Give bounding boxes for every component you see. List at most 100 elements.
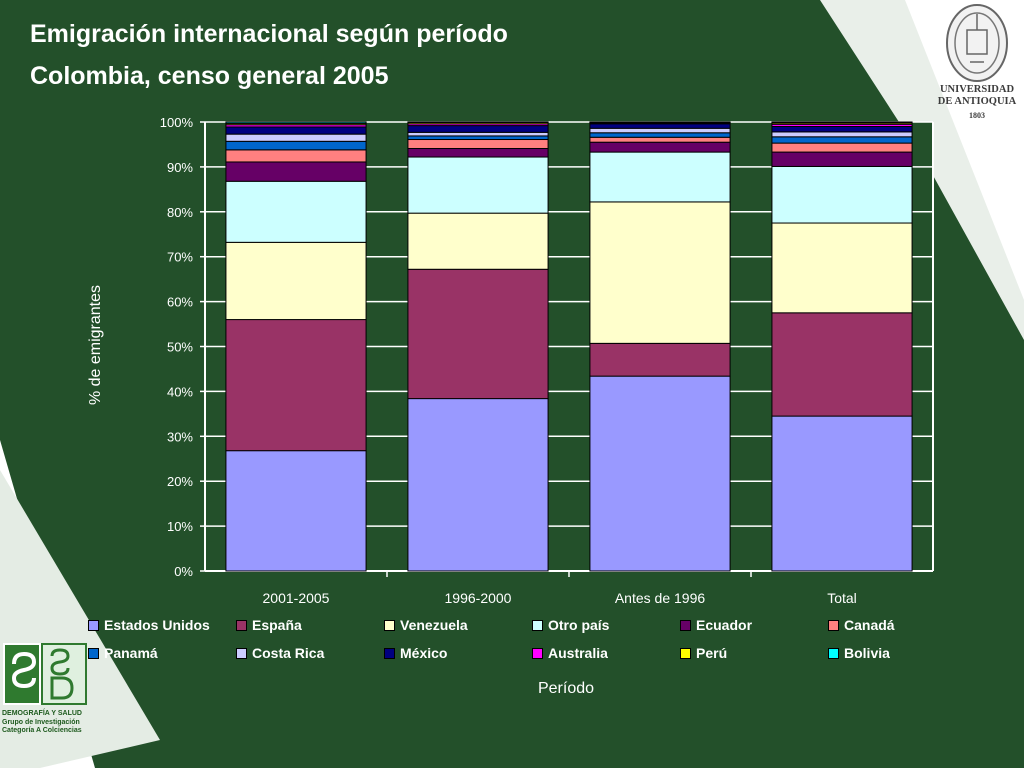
sd-monogram-icon [3,643,87,705]
legend-swatch [828,619,839,631]
y-axis-label: % de emigrantes [87,284,104,406]
legend-swatch [384,647,395,659]
bar-segment [589,123,731,129]
bar-segment [589,141,731,153]
bar-segment [589,151,731,203]
bar-segment [225,180,367,243]
udea-logo-text-line-1: UNIVERSIDAD [939,84,1015,95]
bar-segment [225,450,367,572]
y-tick-label: 70% [167,250,193,265]
x-tick-label: 2001-2005 [263,590,330,606]
legend-swatch [532,647,543,659]
bar-segment [225,161,367,182]
bar-segment [589,375,731,572]
bar-segment [771,142,913,153]
bar-segment [589,201,731,344]
bar-segment [407,139,549,149]
bar-segment [771,222,913,314]
legend-label: Bolivia [844,645,890,661]
sd-logo-text-line-3: Categoría A Colciencias [2,727,82,734]
y-tick-label: 80% [167,205,193,220]
university-seal-icon [946,4,1008,82]
bar-segment [225,133,367,142]
legend-item: Costa Rica [236,644,384,662]
legend-label: Canadá [844,617,895,633]
bar-segment [407,212,549,270]
chart-legend: Estados Unidos España Venezuela Otro país Ec… [88,616,928,662]
x-tick-label: 1996-2000 [445,590,512,606]
legend-swatch [384,619,395,631]
y-tick-label: 0% [174,564,193,579]
bar-segment [225,149,367,163]
bar-segment [407,268,549,400]
legend-label: Otro país [548,617,610,633]
udea-logo-year: 1803 [969,111,985,120]
bar-segment [225,241,367,321]
x-axis-label: Período [537,680,595,697]
legend-item: Estados Unidos [88,616,236,634]
legend-label: Ecuador [696,617,753,633]
bar-segment [589,136,731,143]
bar-segment [771,121,913,124]
legend-label: Costa Rica [252,645,325,661]
bar-segment [407,135,549,141]
bar-segment [771,131,913,138]
bar-segment [771,125,913,133]
sd-logo-text-line-1: DEMOGRAFÍA Y SALUD [2,710,82,717]
legend-item: Otro país [532,616,680,634]
bar-segment [589,342,731,377]
bar-segment [589,132,731,138]
bar-segment [225,121,367,124]
legend-swatch [88,619,99,631]
bar-segment [225,319,367,452]
legend-swatch [88,647,99,659]
legend-label: España [252,617,302,633]
bar-segment [407,125,549,133]
legend-swatch [680,619,691,631]
y-tick-label: 90% [167,160,193,175]
legend-item: Perú [680,644,828,662]
udea-logo-text-line-2: DE ANTIOQUIA [937,96,1017,107]
bar-segment [407,131,549,137]
bar-segment [589,127,731,134]
bar-segment [225,140,367,151]
bar-segment [771,415,913,572]
y-tick-label: 50% [167,340,193,355]
legend-item: México [384,644,532,662]
legend-item: España [236,616,384,634]
page-title-line-2: Colombia, censo general 2005 [30,62,389,90]
legend-swatch [236,647,247,659]
y-tick-label: 40% [167,384,193,399]
bar-segment [771,151,913,167]
legend-label: Estados Unidos [104,617,210,633]
legend-label: Australia [548,645,608,661]
legend-swatch [532,619,543,631]
y-tick-label: 30% [167,429,193,444]
bar-segment [407,147,549,158]
y-tick-label: 60% [167,295,193,310]
bar-segment [407,156,549,214]
y-tick-label: 100% [160,115,194,130]
bar-segment [771,165,913,224]
page-title-line-1: Emigración internacional según período [30,20,508,48]
sd-logo-text-line-2: Grupo de Investigación [2,718,80,726]
x-tick-label: Antes de 1996 [615,590,706,606]
y-tick-label: 10% [167,519,193,534]
legend-item: Canadá [828,616,976,634]
legend-swatch [680,647,691,659]
legend-item: Australia [532,644,680,662]
bar-segment [771,136,913,144]
legend-label: Venezuela [400,617,468,633]
legend-label: México [400,645,448,661]
legend-item: Venezuela [384,616,532,634]
universidad-de-antioquia-logo: UNIVERSIDAD DE ANTIOQUIA 1803 [930,0,1024,130]
legend-swatch [236,619,247,631]
demografia-salud-logo: DEMOGRAFÍA Y SALUD Grupo de Investigació… [0,638,92,748]
y-tick-label: 20% [167,474,193,489]
x-tick-label: Total [827,590,857,606]
bar-segment [225,126,367,135]
legend-label: Panamá [104,645,158,661]
legend-item: Bolivia [828,644,976,662]
legend-item: Ecuador [680,616,828,634]
